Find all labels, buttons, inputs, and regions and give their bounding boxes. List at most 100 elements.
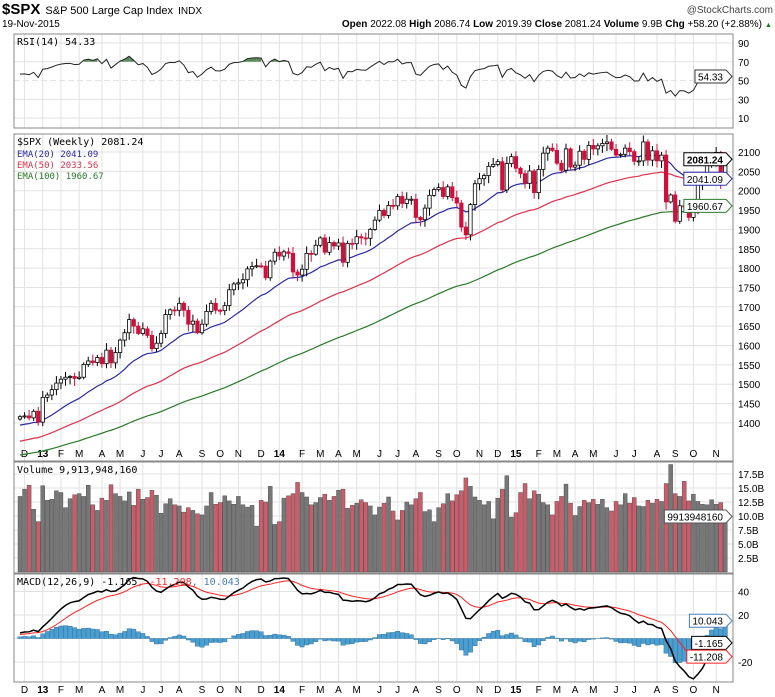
volume-bar bbox=[231, 504, 237, 573]
candle-body bbox=[259, 265, 264, 268]
candle-body bbox=[149, 335, 155, 349]
rsi-overbought-fill bbox=[256, 57, 262, 62]
rsi-overbought-fill bbox=[124, 56, 130, 62]
macd-value-box-frame bbox=[691, 635, 733, 650]
price-tick-label: 1400 bbox=[738, 419, 761, 430]
watermark: @StockCharts.com bbox=[687, 5, 773, 16]
macd-histogram-bar bbox=[190, 638, 196, 643]
candle bbox=[541, 146, 546, 177]
candle-body bbox=[318, 237, 323, 246]
volume-label: Volume bbox=[604, 19, 640, 30]
volume-bar bbox=[17, 496, 23, 573]
candle-body bbox=[136, 325, 141, 334]
macd-histogram-bar bbox=[577, 638, 583, 642]
volume-bar bbox=[72, 494, 77, 573]
candle-body bbox=[554, 150, 560, 164]
candle-body bbox=[95, 357, 100, 363]
macd-histogram-bar bbox=[486, 633, 492, 639]
macd-histogram-bar bbox=[472, 638, 478, 647]
candle-body bbox=[313, 244, 318, 255]
macd-histogram-bar bbox=[322, 638, 328, 642]
macd-histogram-bar bbox=[536, 638, 542, 646]
candle bbox=[550, 143, 555, 152]
macd-histogram-bar bbox=[367, 638, 373, 641]
candle bbox=[95, 354, 100, 367]
x-tick-label: M bbox=[589, 685, 597, 696]
volume-bar bbox=[122, 500, 127, 573]
macd-histogram-bar bbox=[40, 633, 46, 639]
rsi-value-box: 54.33 bbox=[694, 69, 733, 84]
candle bbox=[77, 371, 82, 380]
macd-histogram-bar bbox=[104, 631, 109, 639]
candle-body bbox=[632, 151, 637, 162]
candle-body bbox=[450, 186, 455, 199]
candle-body bbox=[659, 154, 664, 162]
x-tick-label: J bbox=[614, 685, 619, 696]
macd-histogram-bar bbox=[386, 632, 391, 639]
volume-bar bbox=[177, 505, 182, 573]
candle-body bbox=[277, 251, 282, 257]
macd-histogram-bar bbox=[449, 638, 455, 642]
macd-histogram-bar bbox=[522, 638, 528, 643]
volume-bar bbox=[400, 510, 405, 573]
macd-histogram-bar bbox=[181, 635, 187, 639]
volume-bar bbox=[691, 493, 696, 573]
volume-bar bbox=[650, 502, 655, 573]
candle bbox=[577, 145, 582, 170]
volume-bar bbox=[95, 510, 100, 573]
x-tick-label: J bbox=[632, 685, 637, 696]
candle-body bbox=[245, 268, 250, 281]
candle bbox=[90, 354, 95, 366]
candle bbox=[459, 199, 464, 232]
candle bbox=[554, 143, 560, 166]
macd-histogram-bar bbox=[44, 631, 50, 639]
volume-bar bbox=[281, 497, 287, 573]
macd-histogram-bar bbox=[117, 632, 123, 639]
price-tick-label: 1800 bbox=[738, 264, 761, 275]
candle-body bbox=[600, 143, 605, 147]
x-tick-label: M bbox=[116, 685, 124, 696]
candle-body bbox=[568, 148, 573, 168]
x-tick-label: M bbox=[316, 449, 324, 460]
volume-bar bbox=[413, 498, 419, 573]
rsi-tick-label: 90 bbox=[738, 39, 750, 50]
x-tick-label: J bbox=[395, 685, 400, 696]
volume-bar bbox=[481, 504, 487, 573]
candle-body bbox=[177, 302, 182, 311]
candle bbox=[500, 156, 505, 193]
candle bbox=[536, 165, 541, 200]
candle-body bbox=[222, 305, 227, 312]
candle bbox=[509, 153, 514, 168]
candle bbox=[436, 183, 441, 192]
macd-histogram-bar bbox=[518, 637, 523, 639]
x-tick-label: J bbox=[140, 685, 145, 696]
volume-bar bbox=[609, 510, 614, 573]
volume-bar bbox=[213, 504, 218, 573]
candle-body bbox=[309, 252, 314, 255]
macd-histogram-bar bbox=[349, 638, 355, 644]
x-tick-label: J bbox=[614, 449, 619, 460]
candle-body bbox=[431, 189, 437, 196]
candle bbox=[591, 138, 596, 155]
rsi-value-box-frame bbox=[694, 69, 733, 84]
volume-bar bbox=[568, 502, 573, 573]
candle bbox=[136, 321, 141, 336]
candle bbox=[618, 152, 623, 158]
macd-histogram-bar bbox=[545, 637, 551, 639]
x-tick-label: N bbox=[235, 685, 242, 696]
macd-histogram-bar bbox=[17, 636, 23, 639]
macd-histogram-bar bbox=[427, 638, 432, 643]
candle bbox=[67, 374, 73, 385]
close-value: 2081.24 bbox=[565, 19, 602, 30]
volume-bar bbox=[236, 496, 241, 573]
candle bbox=[131, 317, 136, 334]
macd-histogram-bar bbox=[85, 627, 91, 639]
x-tick-label: A bbox=[572, 685, 579, 696]
candle bbox=[263, 260, 268, 281]
macd-histogram-bar bbox=[276, 634, 282, 639]
volume-bar bbox=[504, 475, 510, 573]
candle bbox=[350, 238, 355, 250]
candle-body bbox=[322, 237, 327, 253]
volume-bar bbox=[563, 483, 569, 573]
candle-body bbox=[377, 210, 382, 221]
